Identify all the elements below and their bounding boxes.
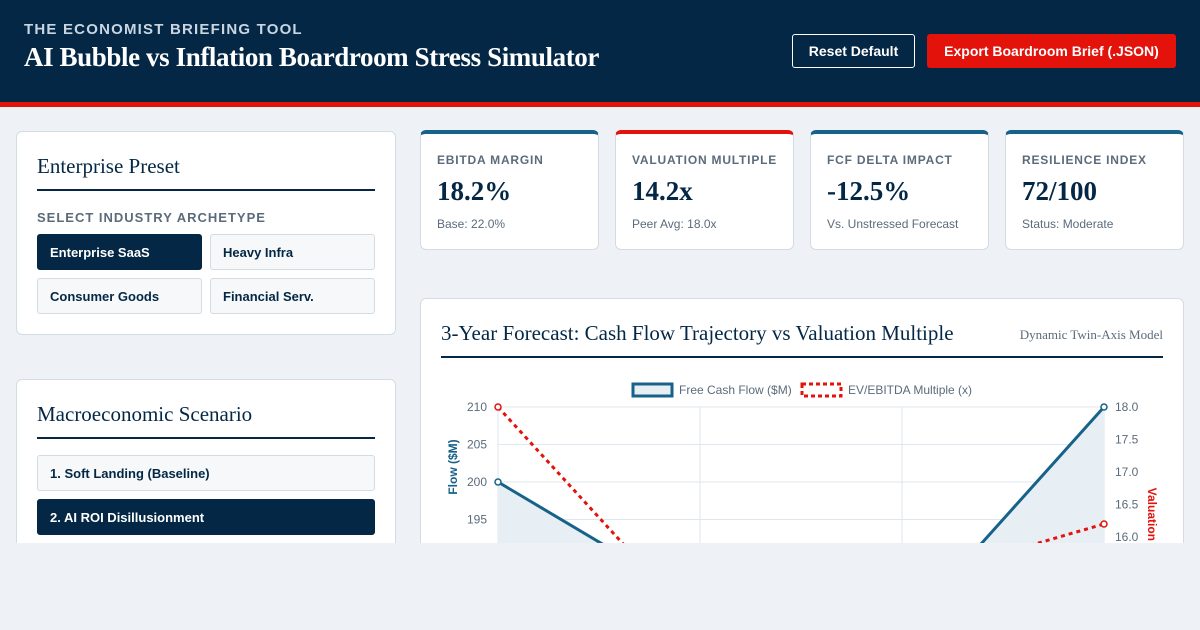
y-right-axis-title: Valuation M [1145, 488, 1159, 555]
kpi-value: -12.5% [827, 176, 911, 206]
industry-archetype-label: SELECT INDUSTRY ARCHETYPE [37, 210, 266, 225]
kpi-subtext: Base: 22.0% [437, 217, 506, 231]
app-title: AI Bubble vs Inflation Boardroom Stress … [24, 42, 599, 72]
y-left-axis-title: Flow ($M) [446, 439, 460, 494]
export-brief-button[interactable]: Export Boardroom Brief (.JSON) [927, 34, 1176, 68]
legend-label-ev-ebitda: EV/EBITDA Multiple (x) [848, 383, 972, 397]
archetype-option-financial-serv[interactable]: Financial Serv. [210, 278, 375, 314]
legend-label-free-cash-flow: Free Cash Flow ($M) [679, 383, 792, 397]
macro-scenario-title: Macroeconomic Scenario [37, 402, 253, 426]
archetype-option-enterprise-saas[interactable]: Enterprise SaaS [37, 234, 202, 270]
header-kicker: THE ECONOMIST BRIEFING TOOL [24, 21, 303, 38]
y-right-tick-label: 17.0 [1115, 465, 1139, 479]
forecast-chart: 210 205 200 195 18.0 17.5 17.0 16.5 16.0 Flow ($M… [446, 382, 1159, 559]
kpi-label: VALUATION MULTIPLE [632, 153, 778, 167]
fcf-data-point [1100, 403, 1108, 411]
legend-swatch-ev-ebitda [800, 382, 843, 398]
viewport-cutoff [0, 543, 1200, 630]
forecast-chart-panel: 3-Year Forecast: Cash Flow Trajectory vs… [420, 298, 1184, 559]
header-accent-stripe [0, 102, 1200, 107]
app-header: THE ECONOMIST BRIEFING TOOL AI Bubble vs… [0, 0, 1200, 102]
kpi-subtext: Peer Avg: 18.0x [632, 217, 717, 231]
y-right-tick-label: 18.0 [1115, 400, 1139, 414]
chart-title-rule [441, 356, 1163, 358]
kpi-value: 14.2x [632, 176, 693, 206]
enterprise-title-rule [37, 189, 375, 191]
reset-default-button[interactable]: Reset Default [792, 34, 915, 68]
y-left-tick-label: 205 [467, 438, 487, 452]
y-right-tick-label: 17.5 [1115, 433, 1139, 447]
y-right-tick-label: 16.5 [1115, 498, 1139, 512]
kpi-label: RESILIENCE INDEX [1022, 153, 1147, 167]
fcf-series-line [497, 405, 1106, 559]
kpi-value: 72/100 [1022, 176, 1098, 206]
chart-model-tag: Dynamic Twin-Axis Model [1019, 327, 1163, 342]
macro-title-rule [37, 437, 375, 439]
scenario-option-ai-roi-disillusionment[interactable]: 2. AI ROI Disillusionment [37, 499, 375, 535]
kpi-card-ebitda-margin: EBITDA MARGIN 18.2% Base: 22.0% [420, 130, 599, 250]
archetype-option-consumer-goods[interactable]: Consumer Goods [37, 278, 202, 314]
fcf-data-point [494, 478, 502, 486]
y-left-tick-label: 195 [467, 513, 487, 527]
kpi-subtext: Status: Moderate [1022, 217, 1114, 231]
kpi-subtext: Vs. Unstressed Forecast [827, 217, 959, 231]
scenario-option-soft-landing[interactable]: 1. Soft Landing (Baseline) [37, 455, 375, 491]
y-left-tick-label: 200 [467, 475, 487, 489]
ev-ebitda-data-point [494, 403, 502, 411]
kpi-value: 18.2% [437, 176, 512, 206]
y-left-tick-label: 210 [467, 400, 487, 414]
kpi-card-valuation-multiple: VALUATION MULTIPLE 14.2x Peer Avg: 18.0x [615, 130, 794, 250]
chart-title: 3-Year Forecast: Cash Flow Trajectory vs… [441, 321, 954, 345]
kpi-card-resilience-index: RESILIENCE INDEX 72/100 Status: Moderate [1005, 130, 1184, 250]
kpi-label: EBITDA MARGIN [437, 153, 544, 167]
archetype-option-heavy-infra[interactable]: Heavy Infra [210, 234, 375, 270]
ev-ebitda-data-point [1100, 520, 1108, 528]
kpi-card-fcf-delta-impact: FCF DELTA IMPACT -12.5% Vs. Unstressed F… [810, 130, 989, 250]
legend-swatch-free-cash-flow [631, 382, 674, 398]
y-right-tick-label: 16.0 [1115, 530, 1139, 544]
kpi-label: FCF DELTA IMPACT [827, 153, 953, 167]
enterprise-preset-panel: Enterprise Preset SELECT INDUSTRY ARCHET… [16, 131, 396, 335]
enterprise-preset-title: Enterprise Preset [37, 154, 180, 178]
